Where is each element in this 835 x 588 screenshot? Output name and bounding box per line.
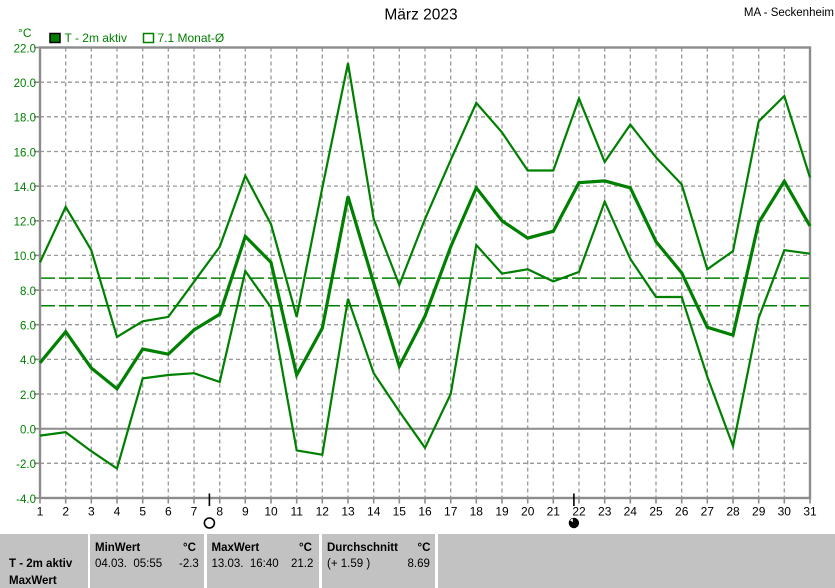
svg-text:°C: °C <box>18 26 32 40</box>
svg-text:28: 28 <box>726 505 740 519</box>
svg-text:12.0: 12.0 <box>14 217 36 229</box>
svg-text:0.0: 0.0 <box>20 425 36 437</box>
svg-text:27: 27 <box>701 505 715 519</box>
svg-text:17: 17 <box>444 505 458 519</box>
svg-text:21: 21 <box>547 505 561 519</box>
svg-text:1: 1 <box>37 505 44 519</box>
svg-text:8.0: 8.0 <box>20 286 36 298</box>
svg-text:31: 31 <box>803 505 817 519</box>
svg-text:-2.0: -2.0 <box>16 459 36 471</box>
svg-text:MA - Seckenheim: MA - Seckenheim <box>744 7 834 19</box>
svg-text:16: 16 <box>418 505 432 519</box>
svg-text:26: 26 <box>675 505 689 519</box>
svg-text:30: 30 <box>778 505 792 519</box>
svg-text:18.0: 18.0 <box>14 113 36 125</box>
svg-text:3: 3 <box>88 505 95 519</box>
svg-text:14: 14 <box>367 505 381 519</box>
svg-text:2: 2 <box>62 505 69 519</box>
svg-text:8: 8 <box>216 505 223 519</box>
svg-text:22.0: 22.0 <box>14 43 36 55</box>
svg-text:4: 4 <box>114 505 121 519</box>
svg-text:23: 23 <box>598 505 612 519</box>
svg-text:März 2023: März 2023 <box>384 7 457 24</box>
svg-text:10: 10 <box>264 505 278 519</box>
svg-text:24: 24 <box>624 505 638 519</box>
svg-text:29: 29 <box>752 505 766 519</box>
svg-text:T - 2m aktiv: T - 2m aktiv <box>65 31 127 45</box>
svg-text:7.1 Monat-Ø: 7.1 Monat-Ø <box>158 31 225 45</box>
svg-text:20: 20 <box>521 505 535 519</box>
svg-text:14.0: 14.0 <box>14 182 36 194</box>
svg-text:4.0: 4.0 <box>20 355 36 367</box>
svg-text:10.0: 10.0 <box>14 251 36 263</box>
svg-text:19: 19 <box>495 505 509 519</box>
svg-text:15: 15 <box>393 505 407 519</box>
svg-text:9: 9 <box>242 505 249 519</box>
svg-text:12: 12 <box>316 505 330 519</box>
svg-text:20.0: 20.0 <box>14 78 36 90</box>
svg-text:6.0: 6.0 <box>20 321 36 333</box>
svg-text:13: 13 <box>341 505 355 519</box>
svg-text:-4.0: -4.0 <box>16 494 36 506</box>
svg-text:2.0: 2.0 <box>20 390 36 402</box>
svg-text:11: 11 <box>290 505 303 519</box>
svg-text:22: 22 <box>572 505 586 519</box>
svg-text:6: 6 <box>165 505 172 519</box>
svg-text:16.0: 16.0 <box>14 147 36 159</box>
svg-text:7: 7 <box>191 505 198 519</box>
svg-text:25: 25 <box>649 505 663 519</box>
svg-text:5: 5 <box>139 505 146 519</box>
svg-text:18: 18 <box>470 505 484 519</box>
